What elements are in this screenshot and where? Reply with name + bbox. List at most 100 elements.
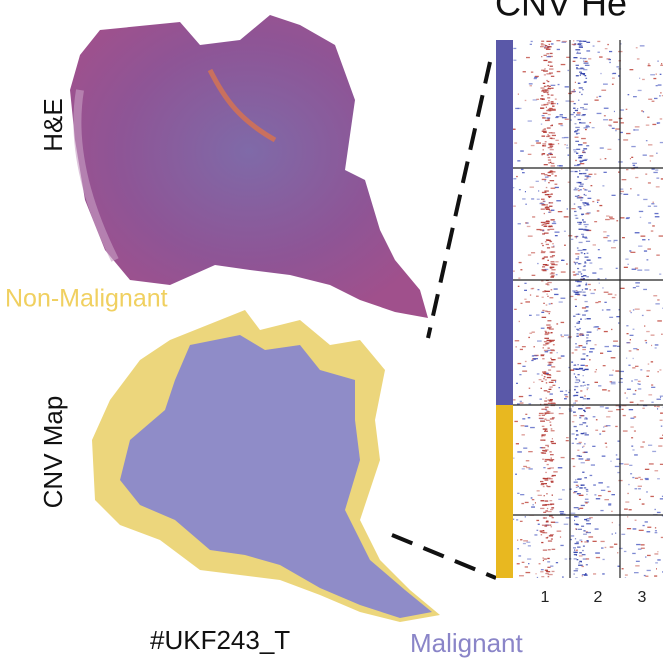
heatmap-cell: [583, 69, 588, 71]
heatmap-cell: [581, 214, 583, 216]
heatmap-cell: [550, 454, 554, 456]
heatmap-cell: [549, 374, 552, 377]
heatmap-cell: [543, 128, 546, 130]
heatmap-cell: [571, 352, 574, 354]
heatmap-cell: [586, 331, 592, 333]
heatmap-cell: [550, 143, 555, 145]
heatmap-cell: [577, 43, 582, 45]
heatmap-cell: [586, 276, 589, 278]
heatmap-cell: [541, 104, 546, 106]
heatmap-cell: [574, 553, 578, 556]
heatmap-cell: [544, 408, 547, 410]
heatmap-cell: [572, 290, 578, 292]
heatmap-cell: [641, 110, 644, 112]
heatmap-cell: [550, 526, 552, 528]
heatmap-cell: [619, 131, 623, 134]
heatmap-cell: [551, 87, 554, 89]
heatmap-cell: [582, 151, 586, 153]
heatmap-cell: [549, 386, 553, 388]
heatmap-cell: [550, 565, 554, 567]
heatmap-cell: [602, 573, 605, 575]
heatmap-cell: [606, 486, 610, 488]
heatmap-cell: [659, 273, 662, 275]
heatmap-cell: [576, 333, 579, 335]
heatmap-cell: [582, 294, 587, 296]
heatmap-cell: [566, 56, 571, 58]
heatmap-cell: [549, 205, 553, 207]
heatmap-cell: [549, 145, 554, 147]
heatmap-cell: [541, 251, 546, 253]
heatmap-cell: [571, 43, 577, 46]
heatmap-cell: [543, 103, 549, 106]
heatmap-cell: [542, 149, 544, 151]
heatmap-cell: [637, 194, 640, 196]
heatmap-cell: [603, 231, 607, 233]
heatmap-cell: [647, 554, 651, 557]
heatmap-cell: [606, 416, 611, 418]
heatmap-cell: [582, 381, 585, 383]
heatmap-cell: [608, 124, 612, 126]
heatmap-cell: [550, 508, 554, 511]
heatmap-cell: [615, 130, 617, 132]
heatmap-cell: [606, 215, 610, 217]
heatmap-cell: [574, 187, 577, 189]
heatmap-cell: [603, 330, 608, 333]
heatmap-cell: [586, 145, 590, 147]
heatmap-cell: [578, 408, 583, 410]
heatmap-cell: [550, 430, 555, 432]
heatmap-cell: [641, 314, 644, 317]
heatmap-cell: [585, 128, 587, 131]
heatmap-cell: [582, 353, 586, 355]
heatmap-cell: [574, 400, 578, 402]
heatmap-cell: [564, 398, 567, 400]
heatmap-cell: [625, 217, 629, 220]
heatmap-cell: [546, 79, 548, 82]
heatmap-cell: [660, 425, 663, 427]
heatmap-cell: [623, 193, 629, 195]
heatmap-cell: [609, 316, 614, 318]
heatmap-cell: [542, 372, 548, 374]
heatmap-cell: [545, 283, 549, 285]
heatmap-cell: [607, 43, 609, 46]
heatmap-cell: [542, 549, 548, 551]
heatmap-cell: [576, 335, 579, 337]
heatmap-cell: [524, 191, 526, 193]
heatmap-cell: [635, 285, 640, 287]
heatmap-cell: [660, 412, 663, 414]
heatmap-cell: [573, 402, 575, 404]
heatmap-cell: [657, 299, 660, 301]
heatmap-cell: [581, 575, 583, 577]
heatmap-cell: [595, 369, 597, 371]
heatmap-cell: [579, 417, 582, 419]
heatmap-cell: [555, 264, 558, 266]
heatmap-cell: [547, 113, 551, 116]
heatmap-cell: [611, 510, 613, 512]
heatmap-cell: [659, 437, 663, 439]
heatmap-cell: [621, 179, 627, 181]
heatmap-cell: [648, 239, 650, 241]
heatmap-cell: [587, 197, 592, 199]
heatmap-cell: [574, 364, 576, 366]
heatmap-cell: [597, 278, 600, 280]
heatmap-cell: [547, 97, 551, 99]
heatmap-cell: [545, 90, 550, 92]
heatmap-cell: [546, 410, 549, 412]
heatmap-cell: [547, 364, 552, 366]
heatmap-cell: [544, 141, 547, 143]
heatmap-cell: [541, 380, 544, 382]
heatmap-cell: [547, 561, 551, 563]
heatmap-cell: [537, 340, 542, 342]
heatmap-cell: [647, 65, 651, 67]
heatmap-cell: [659, 419, 663, 421]
heatmap-cell: [574, 195, 578, 197]
heatmap-cell: [527, 545, 531, 547]
heatmap-cell: [659, 73, 662, 75]
heatmap-cell: [574, 123, 577, 125]
heatmap-cell: [543, 511, 547, 513]
heatmap-cell: [585, 213, 590, 215]
heatmap-cell: [644, 325, 646, 327]
heatmap-cell: [549, 228, 555, 230]
heatmap-cell: [584, 178, 588, 180]
heatmap-cell: [636, 349, 639, 351]
heatmap-cell: [543, 225, 548, 227]
